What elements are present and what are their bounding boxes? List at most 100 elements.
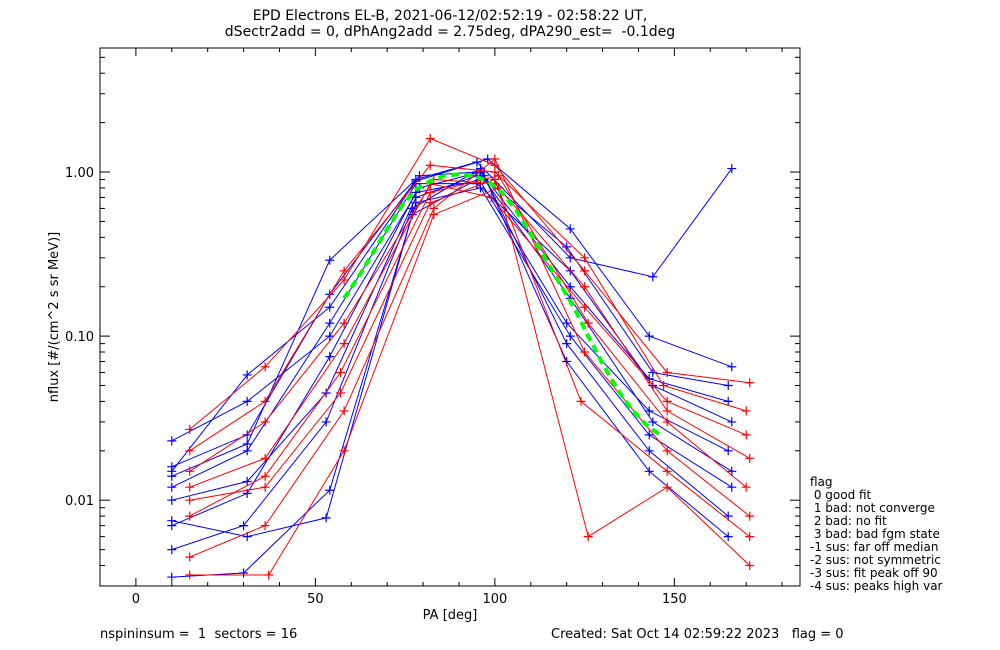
data-point (644, 331, 654, 341)
legend: flag 0 good fit 1 bad: not converge 2 ba… (810, 476, 942, 593)
series-line (189, 183, 747, 488)
data-point (727, 417, 737, 427)
series-line (171, 171, 729, 468)
data-point (325, 352, 335, 362)
data-point (321, 417, 331, 427)
data-point (662, 406, 672, 416)
data-point (490, 154, 500, 164)
data-point (565, 224, 575, 234)
data-point (425, 188, 435, 198)
data-point (242, 477, 252, 487)
data-point (648, 417, 658, 427)
data-point (644, 430, 654, 440)
data-point (583, 318, 593, 328)
data-point (662, 466, 672, 476)
data-point (239, 521, 249, 531)
data-point (185, 482, 195, 492)
data-layer (167, 134, 755, 582)
legend-item: 3 bad: bad fgm state (810, 527, 940, 541)
data-point (580, 266, 590, 276)
data-point (167, 462, 177, 472)
chart-title-line-1: EPD Electrons EL-B, 2021-06-12/02:52:19 … (252, 8, 648, 24)
series-line (189, 137, 750, 430)
data-point (723, 381, 733, 391)
x-tick-label: 0 (132, 592, 140, 607)
data-point (490, 167, 500, 177)
data-point (727, 164, 737, 174)
data-point (167, 482, 177, 492)
series-line (171, 158, 732, 472)
data-point (239, 568, 249, 578)
data-point (336, 388, 346, 398)
data-point (583, 532, 593, 542)
data-point (339, 339, 349, 349)
data-point (741, 482, 751, 492)
fit-curve (342, 172, 662, 437)
data-point (260, 362, 270, 372)
data-point (486, 192, 496, 202)
x-tick-label: 150 (662, 592, 687, 607)
data-point (580, 253, 590, 263)
data-point (325, 485, 335, 495)
legend-title: flag (810, 475, 833, 489)
data-point (185, 446, 195, 456)
series-line (171, 175, 729, 501)
data-point (325, 318, 335, 328)
data-point (723, 446, 733, 456)
data-point (339, 318, 349, 328)
data-point (662, 368, 672, 378)
data-point (745, 532, 755, 542)
series-line (189, 158, 751, 558)
data-point (167, 545, 177, 555)
data-point (576, 396, 586, 406)
data-point (472, 167, 482, 177)
series-line (189, 178, 750, 472)
data-point (727, 466, 737, 476)
y-tick-label: 1.00 (65, 166, 94, 181)
data-point (260, 471, 270, 481)
data-point (185, 570, 195, 580)
series-line (189, 164, 747, 452)
footer-right: Created: Sat Oct 14 02:59:22 2023 flag =… (551, 627, 844, 642)
data-point (644, 466, 654, 476)
series-line (171, 167, 729, 551)
data-point (727, 482, 737, 492)
data-point (425, 134, 435, 144)
data-point (662, 417, 672, 427)
series-line (171, 175, 729, 538)
data-point (741, 406, 751, 416)
data-point (339, 446, 349, 456)
y-tick-label: 0.10 (65, 330, 94, 345)
data-point (429, 210, 439, 220)
data-point (242, 370, 252, 380)
data-point (242, 396, 252, 406)
data-point (325, 331, 335, 341)
data-point (185, 466, 195, 476)
series-line (171, 187, 733, 578)
legend-item: 0 good fit (810, 488, 872, 502)
data-point (745, 378, 755, 388)
data-point (336, 368, 346, 378)
plot-frame (99, 47, 801, 587)
data-point (644, 446, 654, 456)
data-point (167, 495, 177, 505)
series-line (171, 161, 733, 477)
data-point (325, 302, 335, 312)
data-point (580, 347, 590, 357)
data-point (425, 198, 435, 208)
data-point (659, 381, 669, 391)
data-point (723, 532, 733, 542)
series-line (189, 178, 751, 537)
data-point (562, 318, 572, 328)
x-tick-label: 100 (482, 592, 507, 607)
data-point (723, 396, 733, 406)
data-point (185, 495, 195, 505)
series-red (185, 134, 755, 580)
data-point (242, 430, 252, 440)
data-point (167, 572, 177, 582)
data-point (648, 272, 658, 282)
axes: 0 50 100 150 0.01 0.10 1.00 PA [deg] nflux [#/(c… (47, 47, 801, 623)
legend-item: 1 bad: not converge (810, 501, 935, 515)
legend-item: -2 sus: not symmetric (810, 553, 941, 567)
